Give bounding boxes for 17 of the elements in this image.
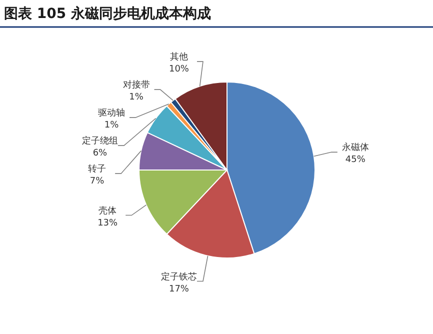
data-label: 17% <box>168 284 190 294</box>
data-label: 1% <box>104 120 120 131</box>
slice-label: 定子铁芯 <box>161 271 197 282</box>
data-label: 6% <box>92 148 108 159</box>
slice-label: 对接带 <box>122 80 150 91</box>
data-label: 10% <box>168 64 190 75</box>
slice-label: 驱动轴 <box>98 108 125 119</box>
data-label: 1% <box>129 92 144 103</box>
data-label: 45% <box>345 155 366 166</box>
slice-label: 定子绕组 <box>82 136 118 147</box>
slice-label: 永磁体 <box>342 142 369 154</box>
data-label: 13% <box>98 218 118 228</box>
chart-title: 图表 105 永磁同步电机成本构成 <box>4 5 211 22</box>
slice-label: 其他 <box>170 52 188 63</box>
slice-label: 转子 <box>88 164 106 175</box>
data-label: 7% <box>90 176 105 187</box>
slice-label: 壳体 <box>98 205 117 216</box>
